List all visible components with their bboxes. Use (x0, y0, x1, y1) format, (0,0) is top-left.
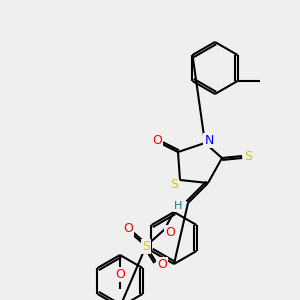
Text: S: S (170, 178, 178, 191)
Text: O: O (157, 257, 167, 271)
Text: O: O (115, 268, 125, 281)
Text: N: N (204, 134, 214, 146)
Text: O: O (152, 134, 162, 148)
Text: S: S (142, 239, 150, 253)
Text: O: O (165, 226, 175, 238)
Text: S: S (244, 149, 252, 163)
Text: H: H (174, 201, 182, 211)
Text: O: O (123, 223, 133, 236)
